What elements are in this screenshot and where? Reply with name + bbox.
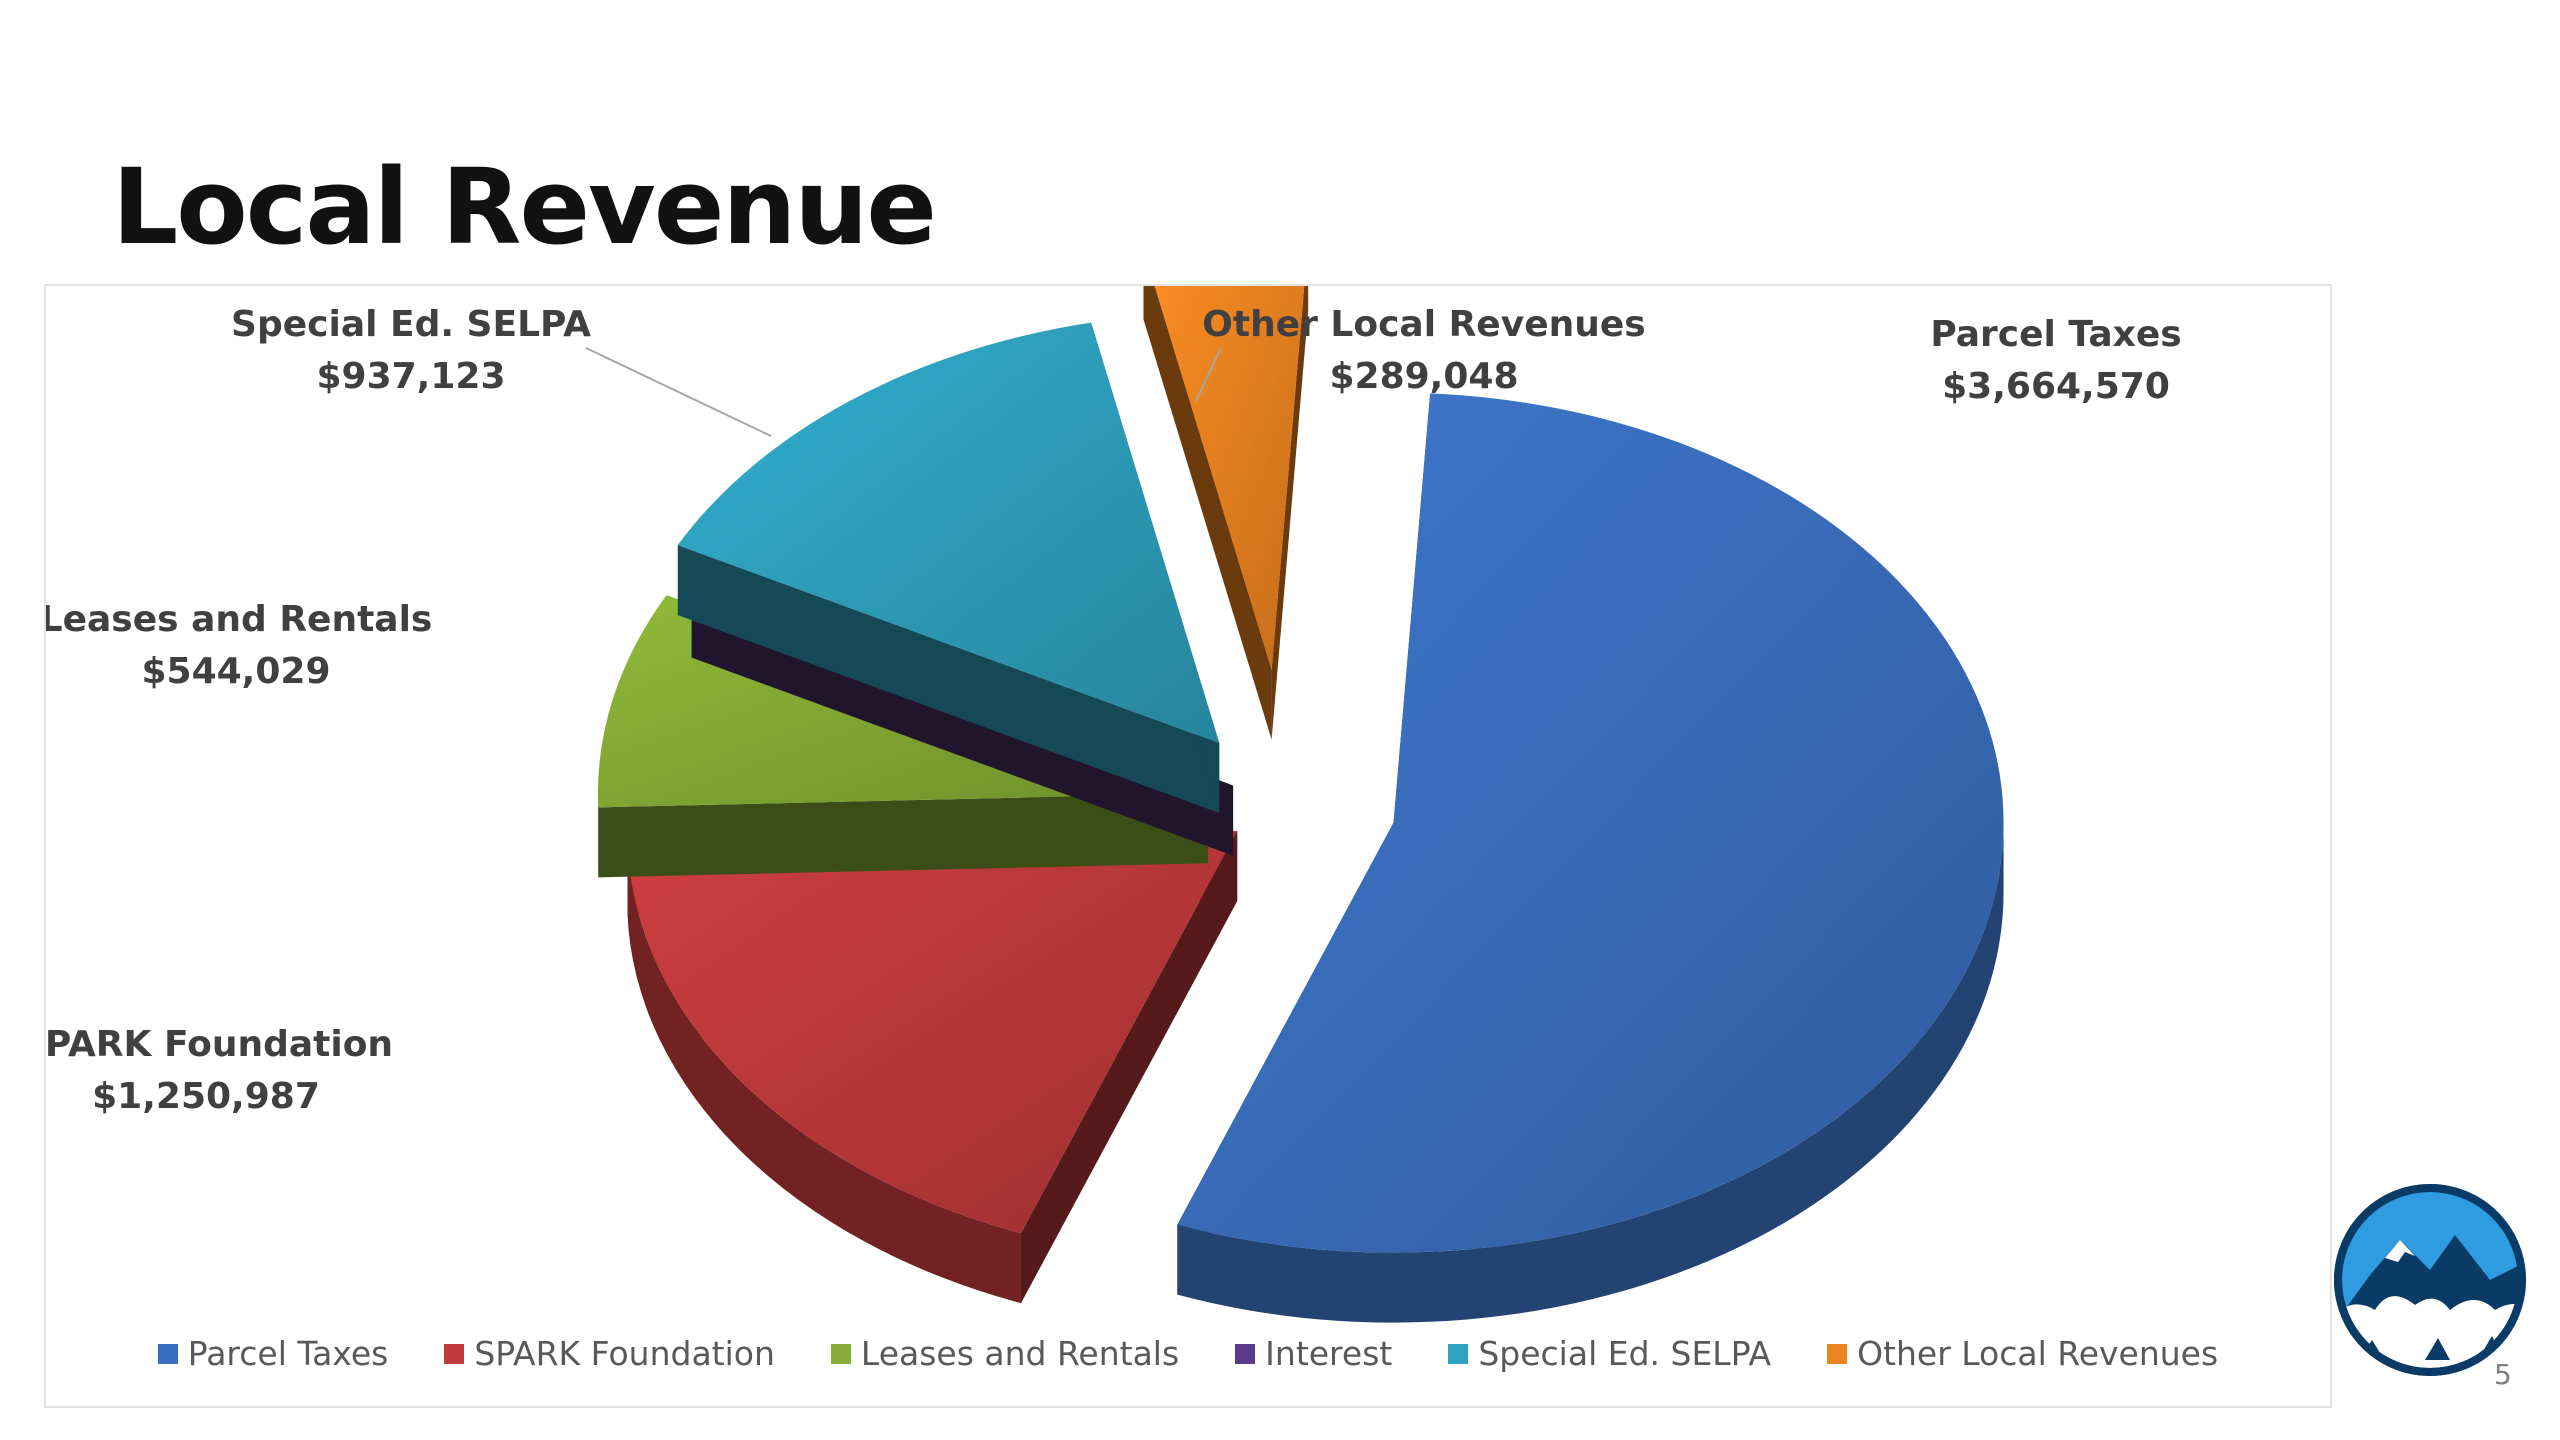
- pie-slice-spark-foundation: [627, 831, 1238, 1304]
- legend-item-parcel-taxes: Parcel Taxes: [157, 1334, 389, 1373]
- legend-label: Parcel Taxes: [187, 1334, 389, 1373]
- legend-swatch: [1448, 1343, 1469, 1364]
- legend-label: Interest: [1265, 1334, 1393, 1373]
- legend-label: Other Local Revenues: [1857, 1334, 2219, 1373]
- pie-slice-special-ed-selpa: [677, 322, 1220, 814]
- legend-item-other-local-revenues: Other Local Revenues: [1827, 1334, 2218, 1373]
- chart-frame: Parcel Taxes $3,664,570 SPARK Foundation $1…: [44, 284, 2332, 1408]
- legend-swatch: [157, 1343, 178, 1364]
- data-label-spark-foundation: SPARK Foundation $1,250,987: [46, 1024, 393, 1117]
- legend-label: SPARK Foundation: [474, 1334, 775, 1373]
- legend-swatch: [444, 1343, 465, 1364]
- data-label-parcel-taxes: Parcel Taxes $3,664,570: [1930, 314, 2181, 407]
- data-label-other-local-revenues: Other Local Revenues $289,048: [1202, 304, 1645, 397]
- legend-label: Leases and Rentals: [860, 1334, 1180, 1373]
- page-number: 5: [2494, 1358, 2512, 1391]
- pie-chart: Parcel Taxes $3,664,570 SPARK Foundation $1…: [46, 286, 2182, 1323]
- slide-title: Local Revenue: [112, 146, 937, 268]
- mountain-cloud-logo: [2334, 1184, 2526, 1376]
- legend-item-leases-and-rentals: Leases and Rentals: [830, 1334, 1180, 1373]
- legend-item-interest: Interest: [1235, 1334, 1392, 1373]
- legend-item-special-ed-selpa: Special Ed. SELPA: [1448, 1334, 1771, 1373]
- legend-swatch: [830, 1343, 851, 1364]
- leader-line: [585, 347, 772, 437]
- legend-swatch: [1235, 1343, 1256, 1364]
- data-label-leases-and-rentals: Leases and Rentals $544,029: [46, 599, 432, 692]
- legend-label: Special Ed. SELPA: [1478, 1334, 1772, 1373]
- legend-swatch: [1827, 1343, 1848, 1364]
- data-label-special-ed-selpa: Special Ed. SELPA $937,123: [231, 304, 591, 397]
- leader-line: [1195, 347, 1222, 402]
- chart-legend: Parcel Taxes SPARK Foundation Leases and R…: [46, 1334, 2330, 1373]
- pie-slice-other-local-revenues: [1143, 286, 1309, 740]
- legend-item-spark-foundation: SPARK Foundation: [444, 1334, 775, 1373]
- pie-slice-parcel-taxes: [1177, 393, 2004, 1323]
